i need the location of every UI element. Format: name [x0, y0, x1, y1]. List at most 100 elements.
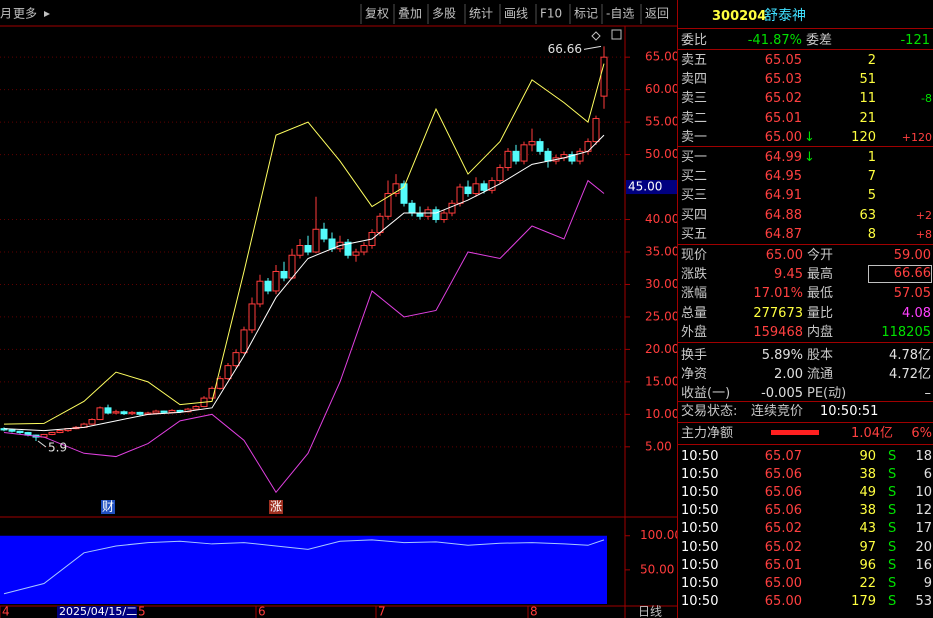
candle-body — [160, 410, 168, 413]
y-tick-label: 65.00 — [645, 50, 677, 64]
label: 委比 — [681, 33, 708, 48]
candle-body — [568, 154, 576, 162]
tick-volume: 96 — [859, 557, 876, 573]
tick-count: 12 — [915, 503, 932, 519]
diamond-icon — [591, 31, 601, 41]
book-volume: 120 — [851, 129, 876, 145]
toolbar-button[interactable]: 多股 — [432, 7, 456, 21]
stat-label: 涨幅 — [681, 286, 708, 302]
value: -121 — [900, 33, 930, 48]
x-tick-label: 8 — [530, 605, 538, 618]
y-tick-label: 35.00 — [645, 244, 677, 258]
candle-body — [264, 280, 272, 292]
candle-body — [456, 186, 464, 204]
event-marker-label: 财 — [102, 500, 114, 514]
book-price: 64.88 — [764, 207, 802, 223]
book-label: 卖三 — [681, 91, 708, 107]
candle-body — [296, 244, 304, 256]
stat-value: 9.45 — [774, 267, 803, 283]
stat-label: 收益(一) — [681, 386, 731, 402]
cursor-box — [626, 180, 677, 195]
book-volume: 1 — [867, 150, 876, 165]
separator — [678, 146, 933, 147]
candle-body — [8, 429, 16, 432]
book-price: 65.03 — [764, 72, 802, 88]
stat-value: 17.01% — [753, 286, 803, 302]
tick-volume: 97 — [859, 539, 876, 555]
separator — [678, 342, 933, 343]
candle-body — [528, 141, 536, 146]
tick-side: S — [888, 449, 897, 464]
book-price: 65.01 — [764, 110, 802, 126]
indicator-fill — [0, 535, 607, 604]
tick-time: 10:50 — [681, 449, 719, 464]
tick-volume: 43 — [859, 521, 876, 537]
tick-side: S — [888, 593, 897, 609]
separator — [678, 401, 933, 402]
book-arrow: ↓ — [804, 150, 815, 165]
more-button[interactable]: 更多 — [13, 7, 37, 21]
stat-label: 涨跌 — [681, 267, 708, 283]
toolbar-button[interactable]: F10 — [540, 7, 562, 21]
stat-label: 流通 — [807, 367, 834, 383]
status-time: 10:50:51 — [820, 404, 879, 419]
candle-body — [376, 215, 384, 234]
tick-count: 10 — [915, 485, 932, 501]
main-force-label: 主力净额 — [681, 426, 734, 441]
period-tab[interactable]: 月 — [0, 7, 12, 21]
toolbar-button[interactable]: 统计 — [469, 7, 493, 21]
y-tick-label: 50.00 — [645, 147, 677, 161]
y-tick-label: 40.00 — [645, 212, 677, 226]
book-label: 卖四 — [681, 72, 708, 88]
candle-body — [392, 183, 400, 195]
max-pointer — [583, 45, 602, 50]
candle-body — [576, 150, 584, 162]
tick-count: 6 — [923, 467, 932, 483]
main-force-pct: 6% — [911, 426, 932, 441]
candle-body — [600, 56, 608, 97]
toolbar-button[interactable]: 返回 — [645, 7, 669, 21]
book-volume: 5 — [867, 188, 876, 204]
event-marker — [269, 500, 283, 514]
toolbar-button[interactable]: 画线 — [504, 7, 528, 21]
stat-value: 4.72亿 — [889, 367, 931, 383]
book-change: +8 — [915, 227, 932, 241]
toolbar-button[interactable]: 复权 — [365, 7, 389, 21]
tick-time: 10:50 — [681, 503, 719, 519]
candle-body — [384, 193, 392, 217]
book-volume: 21 — [859, 110, 876, 126]
y-tick-label: 10.00 — [645, 407, 677, 421]
tick-volume: 49 — [859, 485, 876, 501]
stat-value: 4.78亿 — [889, 348, 931, 363]
x-tick-label: 4 — [2, 605, 10, 618]
candle-body — [280, 270, 288, 279]
tick-time: 10:50 — [681, 521, 719, 537]
candle-body — [256, 280, 264, 305]
candle-body — [128, 411, 136, 415]
candle-body — [320, 228, 328, 240]
candle-body — [360, 244, 368, 253]
toolbar-button[interactable]: -自选 — [606, 7, 634, 21]
candle-body — [312, 228, 320, 253]
main-force-bar — [771, 430, 819, 435]
stat-label: PE(动) — [807, 386, 847, 402]
candle-body — [248, 303, 256, 331]
stat-value: 159468 — [753, 324, 803, 340]
book-price: 65.02 — [764, 91, 802, 107]
y-tick-label: 5.00 — [645, 439, 672, 453]
y-tick-label: 100.00 — [640, 528, 677, 542]
book-volume: 2 — [867, 53, 876, 68]
period-label: 日线 — [638, 605, 662, 618]
stock-code: 300204 — [712, 9, 767, 24]
stat-label: 内盘 — [807, 324, 834, 340]
event-marker-label: 涨 — [270, 499, 282, 514]
toolbar-button[interactable]: 叠加 — [398, 7, 422, 21]
book-change: -8 — [921, 92, 932, 106]
more-arrow — [44, 11, 50, 17]
band-line — [3, 63, 605, 425]
tick-side: S — [888, 575, 897, 591]
toolbar-button[interactable]: 标记 — [574, 7, 598, 21]
candle-body — [224, 365, 232, 380]
tick-volume: 38 — [859, 467, 876, 483]
candle-body — [512, 150, 520, 162]
